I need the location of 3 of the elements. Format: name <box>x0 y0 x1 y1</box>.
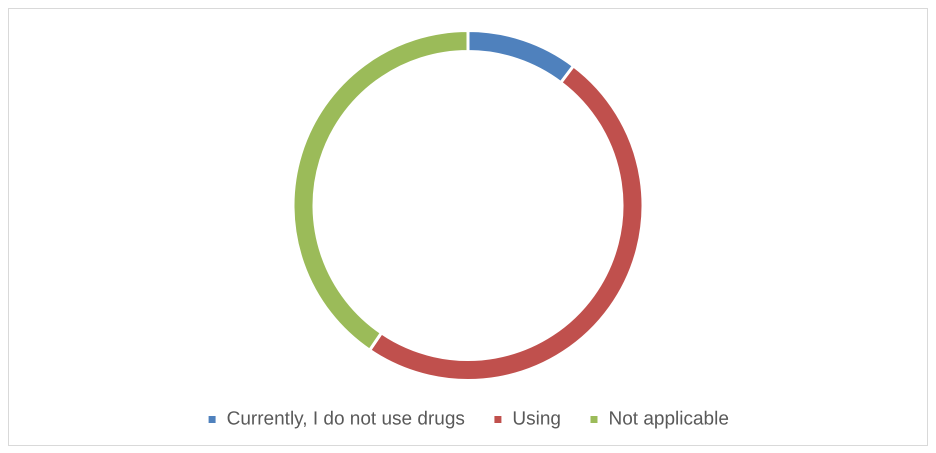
legend-label: Currently, I do not use drugs <box>226 408 465 430</box>
legend-label: Using <box>512 408 561 430</box>
legend-label: Not applicable <box>608 408 729 430</box>
